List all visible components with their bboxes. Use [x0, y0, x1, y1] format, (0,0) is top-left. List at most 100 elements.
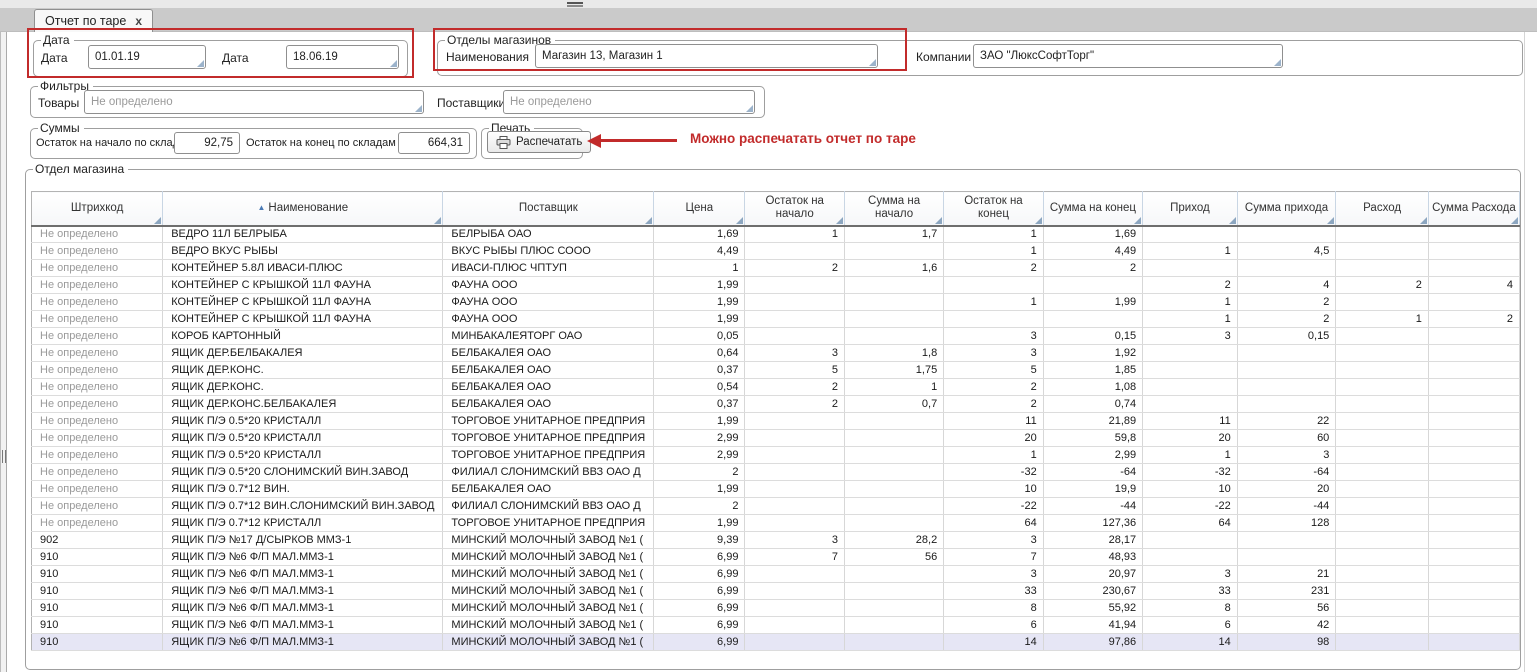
cell[interactable]: 6 [943, 616, 1044, 634]
cell[interactable] [1335, 480, 1429, 498]
cell[interactable] [1237, 548, 1337, 566]
cell[interactable]: 0,05 [653, 327, 746, 345]
column-header-6[interactable]: Сумма на начало [844, 191, 945, 227]
table-row[interactable]: Не определено ЯЩИК ДЕР.БЕЛБАКАЛЕЯ БЕЛБАКАЛ… [31, 344, 1521, 362]
cell[interactable] [744, 463, 845, 481]
cell[interactable] [1428, 242, 1521, 260]
date-from-input[interactable] [88, 45, 206, 69]
cell[interactable]: КОНТЕЙНЕР С КРЫШКОЙ 11Л ФАУНА [162, 310, 444, 328]
cell[interactable] [844, 242, 945, 260]
cell[interactable]: 1,08 [1043, 378, 1144, 396]
cell[interactable]: Не определено [31, 378, 164, 396]
cell[interactable]: 7 [943, 548, 1044, 566]
cell[interactable]: 910 [31, 633, 164, 651]
cell[interactable]: 1 [844, 378, 945, 396]
date-to-input[interactable] [286, 45, 399, 69]
column-header-3[interactable]: Поставщик [442, 191, 655, 227]
cell[interactable]: Не определено [31, 361, 164, 379]
collapse-grip-icon[interactable] [567, 2, 583, 7]
cell[interactable]: 5 [943, 361, 1044, 379]
cell[interactable] [1142, 225, 1238, 243]
cell[interactable] [744, 412, 845, 430]
cell[interactable] [1428, 378, 1521, 396]
cell[interactable]: 1 [1142, 293, 1238, 311]
cell[interactable]: 59,8 [1043, 429, 1144, 447]
cell[interactable] [1142, 344, 1238, 362]
cell[interactable]: 2 [653, 463, 746, 481]
cell[interactable] [1335, 395, 1429, 413]
cell[interactable]: 98 [1237, 633, 1337, 651]
cell[interactable]: 1 [1335, 310, 1429, 328]
cell[interactable]: 2 [744, 378, 845, 396]
cell[interactable]: МИНСКИЙ МОЛОЧНЫЙ ЗАВОД №1 ( [442, 616, 655, 634]
cell[interactable]: 20 [1237, 480, 1337, 498]
cell[interactable]: ЯЩИК П/Э №6 Ф/П МАЛ.ММЗ-1 [162, 565, 444, 583]
cell[interactable] [1428, 446, 1521, 464]
cell[interactable]: -44 [1237, 497, 1337, 515]
cell[interactable]: 56 [844, 548, 945, 566]
cell[interactable] [1335, 616, 1429, 634]
cell[interactable]: 4 [1237, 276, 1337, 294]
cell[interactable] [1428, 599, 1521, 617]
cell[interactable]: 11 [1142, 412, 1238, 430]
cell[interactable]: 6 [1142, 616, 1238, 634]
cell[interactable] [1335, 565, 1429, 583]
table-row[interactable]: Не определено ЯЩИК П/Э 0.5*20 КРИСТАЛЛ ТОР… [31, 412, 1521, 430]
cell[interactable]: ТОРГОВОЕ УНИТАРНОЕ ПРЕДПРИЯ [442, 429, 655, 447]
cell[interactable] [1142, 378, 1238, 396]
cell[interactable] [1428, 344, 1521, 362]
column-header-2[interactable]: ▲ Наименование [162, 191, 444, 227]
column-header-7[interactable]: Остаток на конец [943, 191, 1044, 227]
cell[interactable]: 21 [1237, 565, 1337, 583]
cell[interactable]: 902 [31, 531, 164, 549]
cell[interactable]: 910 [31, 599, 164, 617]
cell[interactable]: 1 [943, 446, 1044, 464]
cell[interactable]: 19,9 [1043, 480, 1144, 498]
cell[interactable]: 3 [1237, 446, 1337, 464]
cell[interactable]: 231 [1237, 582, 1337, 600]
cell[interactable]: 60 [1237, 429, 1337, 447]
cell[interactable]: -64 [1043, 463, 1144, 481]
cell[interactable]: 20,97 [1043, 565, 1144, 583]
table-row[interactable]: 910 ЯЩИК П/Э №6 Ф/П МАЛ.ММЗ-1 МИНСКИЙ МОЛО… [31, 548, 1521, 566]
table-row[interactable]: Не определено ЯЩИК П/Э 0.5*20 КРИСТАЛЛ ТОР… [31, 429, 1521, 447]
cell[interactable] [1237, 361, 1337, 379]
cell[interactable]: 2 [744, 259, 845, 277]
table-row[interactable]: Не определено ВЕДРО ВКУС РЫБЫ ВКУС РЫБЫ ПЛ… [31, 242, 1521, 260]
cell[interactable]: 2 [943, 259, 1044, 277]
cell[interactable]: МИНСКИЙ МОЛОЧНЫЙ ЗАВОД №1 ( [442, 548, 655, 566]
cell[interactable] [1335, 361, 1429, 379]
cell[interactable]: 1 [943, 293, 1044, 311]
column-header-12[interactable]: Сумма Расхода [1428, 191, 1521, 227]
cell[interactable] [1335, 327, 1429, 345]
cell[interactable] [1428, 633, 1521, 651]
cell[interactable]: 42 [1237, 616, 1337, 634]
table-row[interactable]: Не определено ЯЩИК П/Э 0.5*20 КРИСТАЛЛ ТОР… [31, 446, 1521, 464]
cell[interactable]: БЕЛБАКАЛЕЯ ОАО [442, 378, 655, 396]
cell[interactable]: ЯЩИК П/Э 0.7*12 ВИН.СЛОНИМСКИЙ ВИН.ЗАВОД [162, 497, 444, 515]
cell[interactable] [1428, 616, 1521, 634]
cell[interactable] [1335, 446, 1429, 464]
cell[interactable]: ЯЩИК ДЕР.КОНС.БЕЛБАКАЛЕЯ [162, 395, 444, 413]
cell[interactable]: 1 [1142, 446, 1238, 464]
cell[interactable]: ВЕДРО 11Л БЕЛРЫБА [162, 225, 444, 243]
cell[interactable]: ФИЛИАЛ СЛОНИМСКИЙ ВВЗ ОАО Д [442, 463, 655, 481]
cell[interactable]: ЯЩИК ДЕР.КОНС. [162, 361, 444, 379]
cell[interactable]: 1 [1142, 310, 1238, 328]
cell[interactable]: 2 [653, 497, 746, 515]
cell[interactable]: 1,99 [653, 310, 746, 328]
cell[interactable]: 1,69 [1043, 225, 1144, 243]
column-header-10[interactable]: Сумма прихода [1237, 191, 1337, 227]
table-row[interactable]: 910 ЯЩИК П/Э №6 Ф/П МАЛ.ММЗ-1 МИНСКИЙ МОЛО… [31, 616, 1521, 634]
cell[interactable]: 64 [1142, 514, 1238, 532]
cell[interactable]: Не определено [31, 259, 164, 277]
cell[interactable]: 6,99 [653, 582, 746, 600]
cell[interactable] [844, 633, 945, 651]
cell[interactable]: 0,54 [653, 378, 746, 396]
cell[interactable] [1428, 395, 1521, 413]
cell[interactable] [1428, 548, 1521, 566]
cell[interactable] [1335, 633, 1429, 651]
cell[interactable] [844, 293, 945, 311]
cell[interactable] [1335, 497, 1429, 515]
cell[interactable]: 55,92 [1043, 599, 1144, 617]
